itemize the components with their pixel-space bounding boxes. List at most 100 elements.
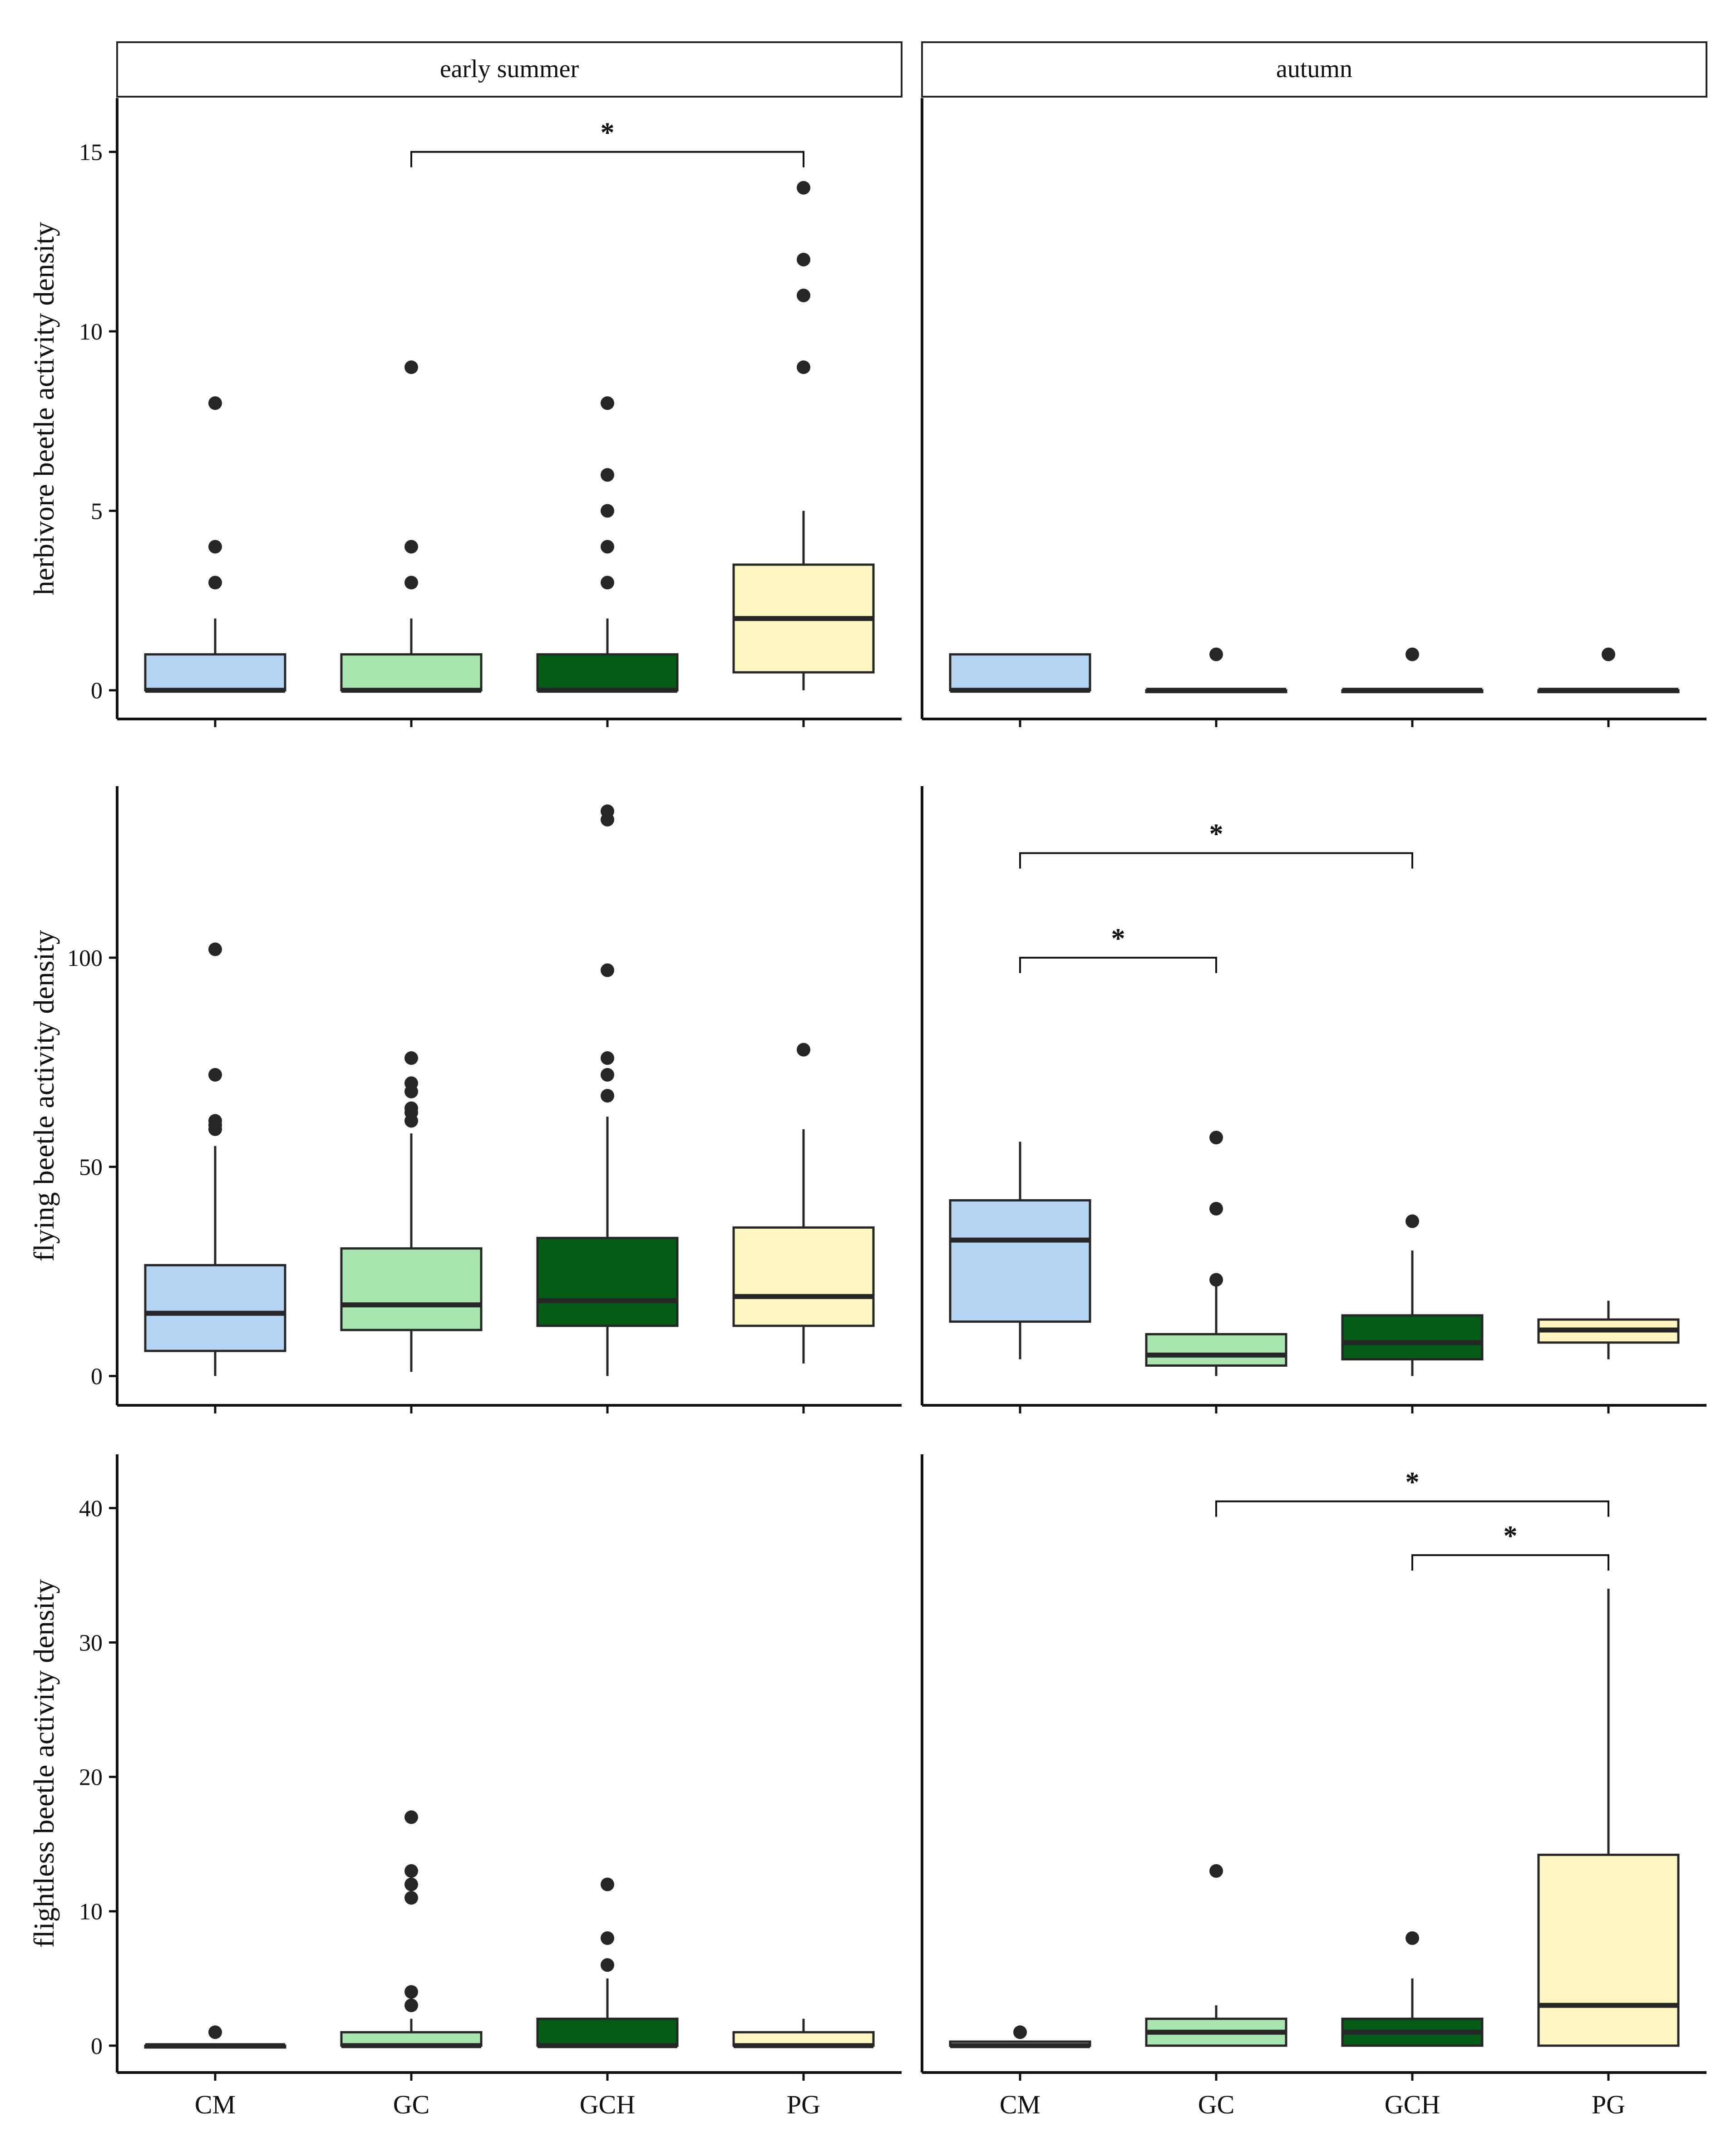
outlier-point [1209,647,1223,661]
outlier-point [601,396,614,410]
box-PG [732,181,875,690]
box-GC [340,1810,483,2048]
y-tick-label: 15 [79,140,103,166]
box-CM [144,942,286,1376]
box-body [144,653,286,692]
box-CM [949,653,1091,693]
outlier-point [1209,1201,1223,1216]
significance-bracket [1019,956,1217,973]
outlier-point [404,1891,418,1905]
outlier-point [404,1877,418,1891]
outlier-point [797,252,810,266]
x-category-label: GCH [1385,2090,1440,2119]
outlier-point [404,1864,418,1878]
significance-bracket [410,151,804,167]
box-body [1145,1333,1287,1367]
outlier-point [404,1810,418,1824]
outlier-point [208,1114,222,1128]
outlier-point [601,1051,614,1065]
outlier-point [601,468,614,482]
box-body [536,1236,679,1327]
box-CM [144,396,286,693]
box-body [1537,1853,1680,2047]
box-body [949,1199,1091,1323]
y-tick-label: 20 [79,1765,103,1791]
box-body [536,2018,679,2047]
facet-strip-label: autumn [1276,55,1352,83]
outlier-point [797,1043,810,1057]
panel-r1-c1: ** [921,786,1706,1413]
panel-r0-c0: 0 5 10 15 * [79,98,902,727]
box-body [732,1226,875,1327]
outlier-point [1209,1864,1223,1878]
box-PG [1537,1300,1680,1359]
outlier-point [404,576,418,590]
box-GCH [1341,647,1484,694]
facet-strip-0 [116,41,903,98]
box-GC [1145,1864,1287,2047]
box-body [144,1264,286,1352]
significance-star: * [1111,923,1125,954]
outlier-point [404,1076,418,1090]
box-body [340,653,483,692]
box-body [949,653,1091,692]
outlier-point [404,360,418,374]
outlier-point [404,1985,418,1999]
y-tick-label: 10 [79,1899,103,1925]
box-GCH [1341,1931,1484,2047]
box-GCH [536,396,679,693]
x-category-label: GC [393,2090,430,2119]
outlier-point [1406,647,1419,661]
significance-star: * [601,118,615,148]
outlier-point [601,504,614,518]
outlier-point [1406,1931,1419,1945]
x-category-label: PG [1592,2090,1625,2119]
panel-r2-c0: 0 10 20 30 40 CM GC GCH PG [79,1454,902,2119]
facet-strip-1 [921,41,1707,98]
significance-star: * [1406,1467,1420,1498]
y-axis-title: flying beetle activity density [28,930,60,1261]
y-axis-title: flightless beetle activity density [28,1579,60,1948]
box-CM [949,2025,1091,2048]
y-tick-label: 40 [79,1496,103,1522]
box-CM [144,2025,286,2049]
outlier-point [404,1051,418,1065]
box-body [536,653,679,692]
outlier-point [208,540,222,554]
x-category-label: CM [195,2090,236,2119]
outlier-point [404,1101,418,1115]
box-GC [340,360,483,693]
box-PG [1537,647,1680,694]
outlier-point [208,576,222,590]
significance-star: * [1209,818,1223,849]
significance-star: * [1504,1521,1518,1551]
outlier-point [208,396,222,410]
outlier-point [797,360,810,374]
outlier-point [404,540,418,554]
box-PG [1537,1589,1680,2047]
outlier-point [797,288,810,302]
significance-bracket [1019,852,1413,869]
outlier-point [208,942,222,956]
box-PG [732,1043,875,1364]
panel-r2-c1: * * CM GC GCH PG [921,1454,1706,2119]
outlier-point [601,963,614,977]
box-GC [1145,647,1287,694]
panel-r1-c0: 0 50 100 [67,786,902,1413]
y-tick-label: 50 [79,1155,103,1181]
box-CM [949,1142,1091,1359]
y-tick-label: 5 [91,498,103,524]
x-category-label: GC [1198,2090,1235,2119]
box-GC [340,1051,483,1372]
x-category-label: PG [787,2090,820,2119]
facet-strip-label: early summer [440,55,579,83]
x-category-label: GCH [580,2090,635,2119]
outlier-point [208,1068,222,1082]
outlier-point [601,1089,614,1103]
y-tick-label: 0 [91,678,103,704]
outlier-point [797,181,810,195]
outlier-point [1602,647,1615,661]
y-tick-label: 0 [91,1364,103,1389]
outlier-point [601,1877,614,1891]
